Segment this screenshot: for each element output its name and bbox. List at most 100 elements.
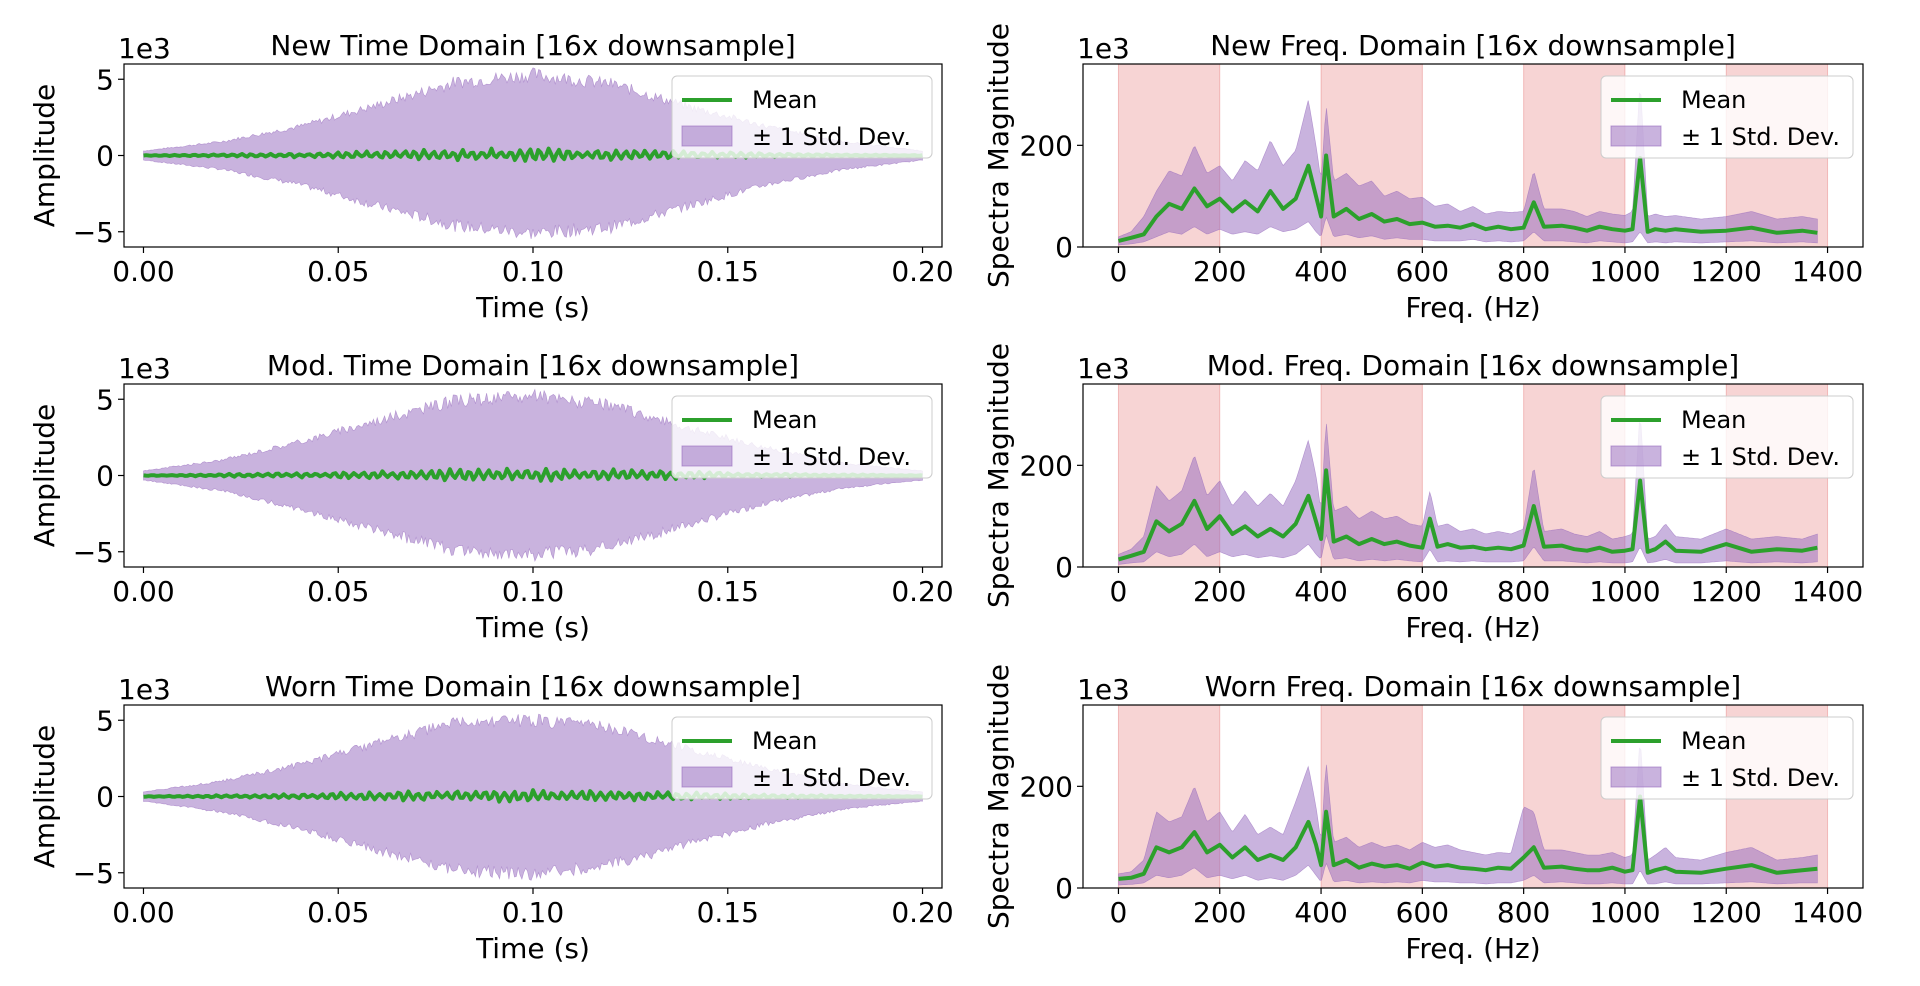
legend-box xyxy=(1600,716,1854,800)
x-tick-label: 0.10 xyxy=(502,575,564,608)
x-tick-label: 0.05 xyxy=(307,255,369,288)
y-tick-label: 0 xyxy=(1055,872,1073,905)
legend: Mean ± 1 Std. Dev. xyxy=(1600,716,1854,800)
chart-title: Mod. Time Domain [16x downsample] xyxy=(267,349,799,382)
legend: Mean ± 1 Std. Dev. xyxy=(1600,395,1854,479)
panel-4: 0 200 400 600 800 1000 1200 1400 0 200 Mod. Freq. … xyxy=(982,343,1864,644)
axes-frame xyxy=(1082,63,1864,248)
x-axis-label: Time (s) xyxy=(475,932,590,965)
x-axis-label: Freq. (Hz) xyxy=(1405,291,1540,324)
x-axis-label: Freq. (Hz) xyxy=(1405,932,1540,965)
axes-frame xyxy=(1082,383,1864,568)
x-tick-label: 600 xyxy=(1396,896,1449,929)
legend-mean-label: Mean xyxy=(1681,727,1746,755)
x-tick-label: 0 xyxy=(1110,896,1128,929)
y-tick-label: 5 xyxy=(96,63,114,96)
x-axis-label: Time (s) xyxy=(475,611,590,644)
axis-exponent-label: 1e3 xyxy=(118,673,171,706)
y-tick-label: 0 xyxy=(1055,231,1073,264)
y-axis-label: Spectra Magnitude xyxy=(982,23,1015,288)
x-tick-label: 400 xyxy=(1294,255,1347,288)
mean-line xyxy=(1117,468,1818,562)
x-tick-label: 0 xyxy=(1110,255,1128,288)
legend-std-label: ± 1 Std. Dev. xyxy=(752,123,911,151)
legend-std-label: ± 1 Std. Dev. xyxy=(752,443,911,471)
y-tick-label: 0 xyxy=(96,781,114,814)
chart-title: Worn Time Domain [16x downsample] xyxy=(265,670,801,703)
panel-2: 0 200 400 600 800 1000 1200 1400 0 200 New Freq. D… xyxy=(982,23,1864,324)
legend: Mean ± 1 Std. Dev. xyxy=(1600,75,1854,159)
x-tick-label: 800 xyxy=(1497,255,1550,288)
x-tick-label: 0.05 xyxy=(307,896,369,929)
y-tick-label: −5 xyxy=(73,216,114,249)
x-tick-label: 1200 xyxy=(1691,896,1762,929)
x-tick-label: 0 xyxy=(1110,575,1128,608)
legend-mean-label: Mean xyxy=(752,727,817,755)
x-tick-label: 1400 xyxy=(1792,255,1863,288)
x-tick-label: 0.00 xyxy=(112,255,174,288)
x-tick-label: 0.20 xyxy=(891,896,953,929)
panel-6: 0 200 400 600 800 1000 1200 1400 0 200 Worn Freq. … xyxy=(982,664,1864,965)
std-dev-band xyxy=(143,713,923,881)
legend-std-swatch xyxy=(1610,445,1662,467)
panel-1: 0.00 0.05 0.10 0.15 0.20 −5 0 5 New Time Domain … xyxy=(28,29,954,324)
axis-exponent-label: 1e3 xyxy=(1077,352,1130,385)
mean-line xyxy=(1118,794,1818,881)
x-tick-label: 1400 xyxy=(1792,575,1863,608)
y-axis-label: Amplitude xyxy=(28,84,61,228)
legend-mean-label: Mean xyxy=(1681,86,1746,114)
legend-std-label: ± 1 Std. Dev. xyxy=(1681,443,1840,471)
x-tick-label: 1400 xyxy=(1792,896,1863,929)
chart-title: New Time Domain [16x downsample] xyxy=(270,29,795,62)
x-tick-label: 1000 xyxy=(1589,255,1660,288)
y-tick-label: 0 xyxy=(1055,551,1073,584)
y-axis-label: Amplitude xyxy=(28,725,61,869)
legend-box xyxy=(1600,75,1854,159)
x-tick-label: 400 xyxy=(1294,575,1347,608)
mean-line xyxy=(1118,153,1818,243)
legend-std-label: ± 1 Std. Dev. xyxy=(1681,123,1840,151)
y-tick-label: 200 xyxy=(1020,129,1073,162)
legend-box xyxy=(671,395,933,479)
legend-std-label: ± 1 Std. Dev. xyxy=(752,764,911,792)
axis-exponent-label: 1e3 xyxy=(118,352,171,385)
y-tick-label: 5 xyxy=(96,704,114,737)
panel-3: 0.00 0.05 0.10 0.15 0.20 −5 0 5 Mod. Time Domain… xyxy=(28,349,954,644)
x-tick-label: 600 xyxy=(1396,255,1449,288)
legend-mean-label: Mean xyxy=(1681,406,1746,434)
x-tick-label: 0.00 xyxy=(112,896,174,929)
x-axis-label: Freq. (Hz) xyxy=(1405,611,1540,644)
y-tick-label: 200 xyxy=(1020,449,1073,482)
y-tick-label: −5 xyxy=(73,536,114,569)
x-tick-label: 0.15 xyxy=(697,255,759,288)
axis-exponent-label: 1e3 xyxy=(118,32,171,65)
axes-frame xyxy=(1082,704,1864,889)
legend-std-swatch xyxy=(1610,125,1662,147)
y-tick-label: 0 xyxy=(96,140,114,173)
x-tick-label: 200 xyxy=(1193,255,1246,288)
legend-std-swatch xyxy=(681,766,733,788)
legend-std-swatch xyxy=(1610,766,1662,788)
x-tick-label: 400 xyxy=(1294,896,1347,929)
y-tick-label: −5 xyxy=(73,857,114,890)
x-tick-label: 1000 xyxy=(1589,575,1660,608)
x-tick-label: 800 xyxy=(1497,575,1550,608)
x-tick-label: 0.20 xyxy=(891,255,953,288)
axis-exponent-label: 1e3 xyxy=(1077,673,1130,706)
legend: Mean ± 1 Std. Dev. xyxy=(671,716,933,800)
x-tick-label: 0.15 xyxy=(697,896,759,929)
x-tick-label: 200 xyxy=(1193,896,1246,929)
x-tick-label: 0.10 xyxy=(502,255,564,288)
legend-std-swatch xyxy=(681,445,733,467)
legend-box xyxy=(671,75,933,159)
y-axis-label: Spectra Magnitude xyxy=(982,664,1015,929)
x-tick-label: 0.15 xyxy=(697,575,759,608)
axis-exponent-label: 1e3 xyxy=(1077,32,1130,65)
x-tick-label: 0.20 xyxy=(891,575,953,608)
x-tick-label: 600 xyxy=(1396,575,1449,608)
chart-title: New Freq. Domain [16x downsample] xyxy=(1210,29,1736,62)
legend-std-label: ± 1 Std. Dev. xyxy=(1681,764,1840,792)
x-tick-label: 0.05 xyxy=(307,575,369,608)
legend-std-swatch xyxy=(681,125,733,147)
